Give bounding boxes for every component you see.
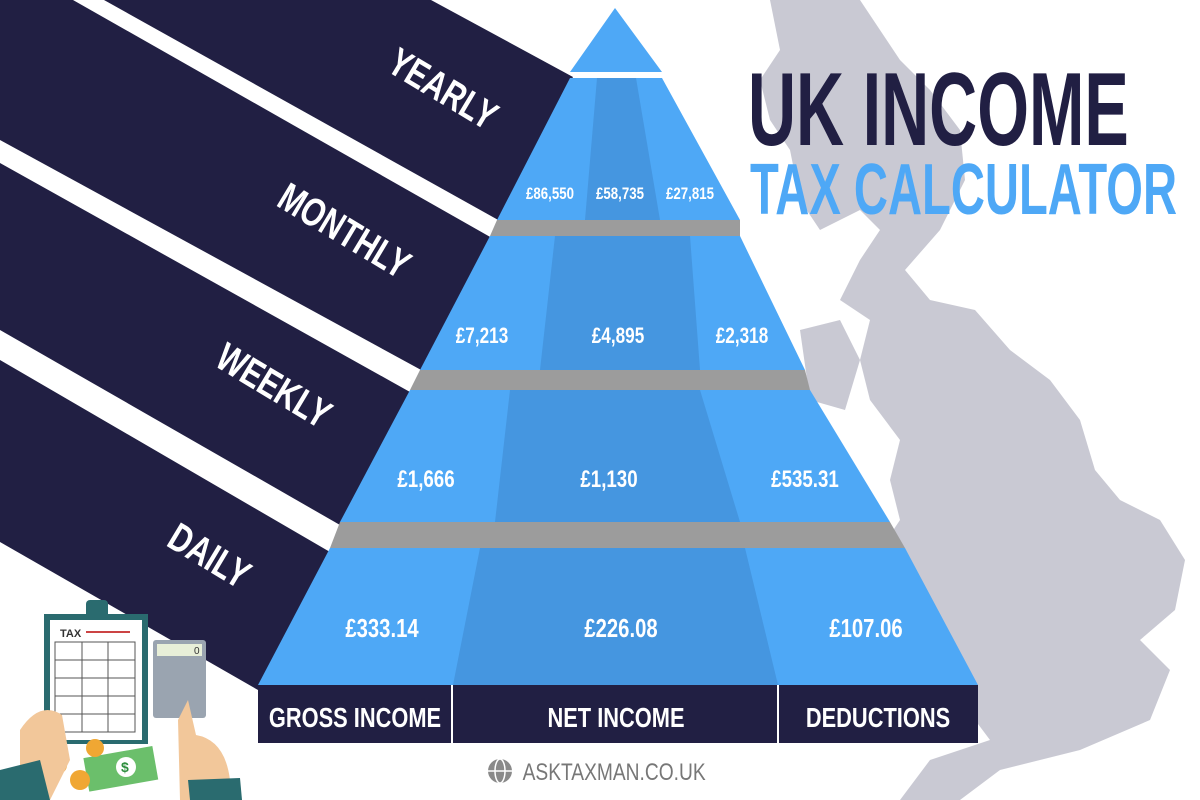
globe-icon (488, 758, 512, 784)
monthly-gross-value: £7,213 (456, 324, 508, 349)
tier-monthly-net-panel (540, 236, 700, 370)
title-line2: TAX CALCULATOR (750, 149, 1177, 229)
band-weekly (0, 163, 410, 525)
yearly-net-value: £58,735 (596, 185, 644, 204)
column-net-income: NET INCOME (547, 702, 684, 733)
tax-illustration: TAX 0 $ (0, 600, 242, 800)
band-yearly (104, 0, 573, 221)
yearly-deductions-value: £27,815 (666, 185, 714, 204)
yearly-gross-value: £86,550 (526, 185, 574, 204)
slab-weekly (330, 522, 905, 548)
tier-daily-net-panel (453, 548, 778, 685)
uk-map (760, 0, 1185, 800)
column-header-bar (258, 685, 978, 743)
weekly-net-value: £1,130 (580, 466, 637, 493)
site-link[interactable]: ASKTAXMAN.CO.UK (523, 758, 706, 786)
band-daily (0, 360, 330, 690)
slab-monthly (410, 370, 810, 390)
title-line1: UK INCOME (748, 51, 1129, 168)
weekly-gross-value: £1,666 (397, 466, 454, 493)
column-deductions: DEDUCTIONS (806, 702, 950, 733)
svg-text:$: $ (121, 759, 129, 775)
weekly-deductions-value: £535.31 (771, 466, 839, 493)
pyramid-cap (570, 8, 662, 72)
calculator-display: 0 (194, 646, 200, 657)
ireland-map (800, 320, 860, 410)
monthly-net-value: £4,895 (592, 324, 644, 349)
band-monthly (0, 0, 492, 371)
daily-net-value: £226.08 (584, 614, 657, 643)
column-gross-income: GROSS INCOME (269, 702, 441, 733)
daily-deductions-value: £107.06 (829, 614, 902, 643)
tier-yearly-net-panel (585, 78, 660, 220)
clipboard-label: TAX (60, 628, 82, 640)
tier-weekly-net-panel (495, 390, 740, 522)
daily-gross-value: £333.14 (345, 614, 418, 643)
slab-yearly (490, 220, 740, 236)
monthly-deductions-value: £2,318 (716, 324, 768, 349)
